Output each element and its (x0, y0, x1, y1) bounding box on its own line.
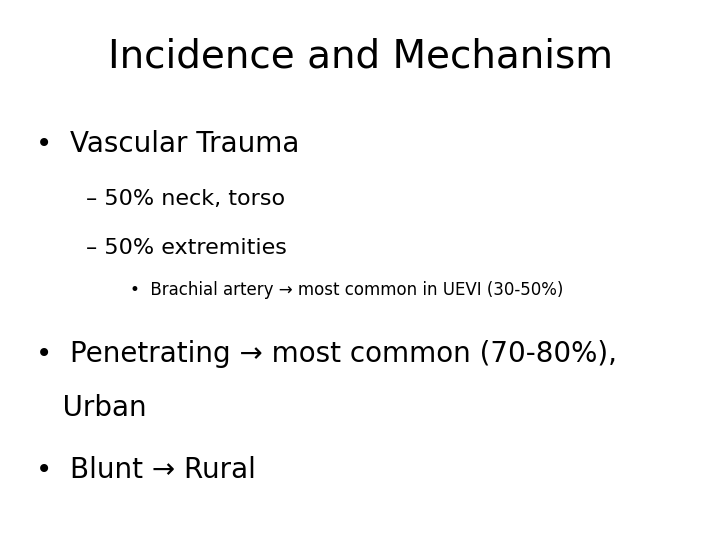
Text: •  Penetrating → most common (70-80%),: • Penetrating → most common (70-80%), (36, 340, 617, 368)
Text: •  Vascular Trauma: • Vascular Trauma (36, 130, 300, 158)
Text: – 50% neck, torso: – 50% neck, torso (86, 189, 286, 209)
Text: – 50% extremities: – 50% extremities (86, 238, 287, 258)
Text: •  Blunt → Rural: • Blunt → Rural (36, 456, 256, 484)
Text: •  Brachial artery → most common in UEVI (30-50%): • Brachial artery → most common in UEVI … (130, 281, 563, 299)
Text: Urban: Urban (36, 394, 147, 422)
Text: Incidence and Mechanism: Incidence and Mechanism (107, 38, 613, 76)
